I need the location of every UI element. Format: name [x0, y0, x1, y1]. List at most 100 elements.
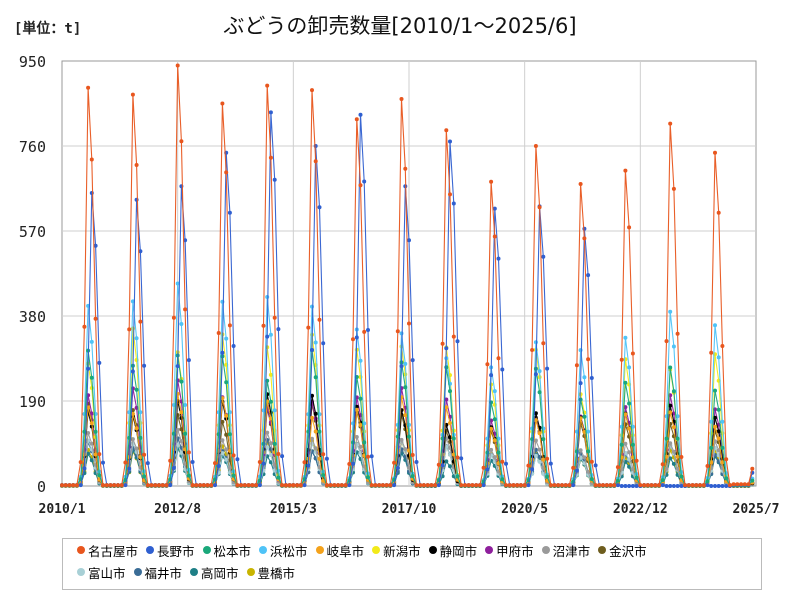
series-point	[97, 360, 102, 365]
series-point	[317, 429, 322, 434]
series-point	[623, 335, 628, 340]
series-point	[701, 483, 706, 488]
x-tick-label: 2025/7	[733, 502, 780, 517]
series-point	[466, 483, 471, 488]
series-point	[280, 483, 285, 488]
series-point	[231, 453, 236, 458]
series-point	[60, 483, 64, 488]
series-point	[444, 405, 449, 410]
series-point	[127, 327, 132, 332]
series-point	[324, 483, 329, 488]
series-point	[668, 456, 673, 461]
series-point	[268, 332, 273, 337]
legend-marker-icon	[146, 546, 155, 554]
series-point	[216, 331, 221, 335]
series-point	[713, 415, 717, 420]
series-point	[492, 234, 497, 239]
series-point	[130, 411, 135, 416]
series-point	[272, 177, 277, 182]
series-point	[489, 447, 494, 452]
x-tick-label: 2017/10	[382, 502, 437, 517]
series-point	[675, 414, 680, 419]
series-point	[283, 483, 288, 488]
series-point	[563, 483, 568, 488]
series-point	[265, 83, 270, 88]
series-point	[351, 461, 355, 466]
series-point	[436, 462, 441, 467]
series-point	[548, 483, 553, 488]
series-point	[268, 372, 273, 377]
series-point	[586, 449, 591, 454]
series-point	[138, 435, 143, 440]
legend-marker-icon	[77, 568, 85, 576]
series-point	[664, 339, 669, 344]
series-point	[89, 157, 94, 162]
series-point	[675, 484, 680, 488]
series-point	[265, 445, 270, 450]
series-point	[489, 179, 494, 184]
series-point	[183, 431, 188, 436]
series-point	[93, 429, 98, 434]
series-point	[380, 483, 385, 488]
series-point	[586, 469, 591, 474]
series-point	[589, 376, 594, 380]
series-point	[746, 482, 751, 487]
series-point	[582, 226, 587, 231]
series-point	[179, 379, 184, 384]
series-point	[485, 450, 490, 455]
series-point	[664, 484, 669, 488]
series-point	[280, 454, 285, 459]
series-point	[213, 461, 217, 466]
series-point	[492, 389, 497, 394]
y-tick-label: 950	[19, 53, 46, 71]
series-point	[403, 447, 408, 452]
series-point	[127, 466, 132, 471]
series-point	[533, 372, 538, 377]
series-point	[582, 414, 587, 419]
series-point	[130, 437, 135, 442]
series-point	[179, 322, 184, 326]
series-point	[149, 483, 154, 488]
series-point	[492, 455, 497, 460]
series-point	[709, 484, 714, 488]
series-point	[496, 256, 501, 261]
series-point	[347, 462, 352, 466]
legend-marker-icon	[77, 546, 85, 554]
series-point	[227, 210, 232, 215]
series-point	[179, 139, 184, 144]
series-point	[675, 331, 680, 336]
series-point	[537, 369, 542, 374]
series-point	[481, 465, 486, 470]
series-point	[171, 315, 176, 320]
series-point	[101, 460, 105, 465]
series-point	[175, 364, 180, 369]
series-point	[366, 328, 370, 332]
series-point	[168, 458, 173, 463]
series-point	[724, 457, 729, 462]
legend-item: 岐阜市	[315, 541, 364, 560]
series-point	[444, 365, 449, 370]
series-point	[302, 483, 307, 488]
series-point	[522, 483, 527, 488]
series-point	[671, 425, 676, 430]
series-point	[123, 483, 128, 488]
series-point	[321, 341, 326, 346]
series-point	[89, 386, 94, 390]
series-point	[134, 426, 139, 431]
series-point	[407, 321, 411, 326]
series-point	[731, 482, 736, 487]
series-point	[623, 441, 628, 446]
series-point	[709, 419, 714, 424]
legend-item: 静岡市	[428, 541, 477, 560]
series-point	[671, 186, 676, 191]
series-point	[574, 363, 579, 368]
legend-marker-icon	[541, 546, 550, 554]
series-point	[130, 92, 135, 97]
series-point	[530, 348, 535, 352]
series-point	[93, 316, 98, 321]
series-point	[518, 483, 523, 488]
series-point	[526, 483, 531, 488]
series-point	[627, 426, 632, 431]
series-point	[347, 483, 352, 488]
series-point	[324, 456, 329, 461]
